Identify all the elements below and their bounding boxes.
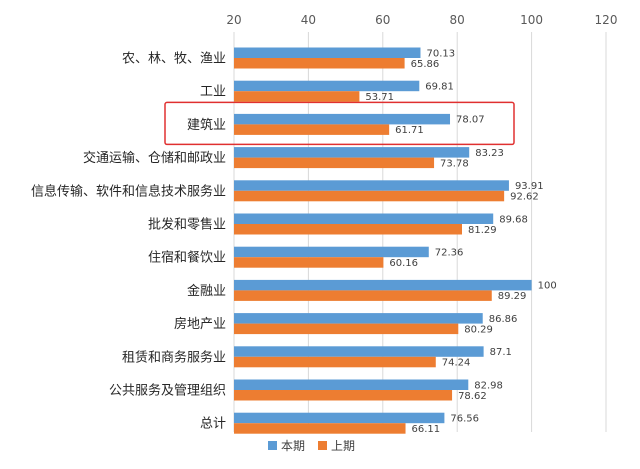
bar-previous [234,390,453,401]
data-label: 61.71 [395,125,424,136]
bar-current [234,213,494,224]
category-label: 总计 [200,417,226,432]
bar-previous [234,290,492,301]
data-label: 66.11 [412,424,441,435]
bar-current [234,113,451,125]
category-label: 信息传输、软件和信息技术服务业 [31,183,226,199]
bar-previous [234,323,459,335]
category-label: 农、林、牧、渔业 [122,52,226,67]
bar-previous [234,423,406,434]
data-label: 73.78 [440,158,469,169]
x-tick-label: 100 [520,13,543,27]
bar-current [234,246,429,258]
data-label: 92.62 [510,192,539,203]
bar-previous [234,224,462,235]
bar-current [234,346,484,357]
bar-previous [234,58,405,69]
data-label: 93.91 [515,181,544,192]
bar-current [234,313,483,324]
data-label: 100 [538,281,557,292]
highlight-box-layer [164,101,515,146]
bar-current [234,180,509,191]
x-tick-label: 60 [375,13,390,27]
bar-current [234,379,469,390]
data-label: 70.13 [426,48,455,59]
data-label: 65.86 [411,59,440,70]
data-label: 60.16 [389,258,418,269]
bars [234,47,532,434]
bar-previous [234,356,436,368]
x-tick-label: 120 [595,13,618,27]
highlight-box [164,101,515,146]
data-label: 86.86 [489,314,518,325]
bar-previous [234,190,505,202]
data-label: 74.24 [442,358,471,369]
bar-previous [234,157,435,169]
bar-current [234,412,445,424]
category-label: 交通运输、仓储和邮政业 [83,150,226,166]
category-label: 房地产业 [174,316,226,332]
x-tick-label: 20 [226,13,241,27]
bar-current [234,80,420,92]
legend: 本期 上期 [268,439,355,453]
x-axis-ticks: 20 40 60 80 100 120 [226,13,617,27]
data-label: 82.98 [474,380,503,391]
category-label: 住宿和餐饮业 [148,250,226,266]
data-label: 72.36 [435,247,464,258]
data-label: 53.71 [365,92,394,103]
data-label: 78.07 [456,115,485,126]
x-tick-label: 80 [450,13,465,27]
category-label: 租赁和商务服务业 [122,349,226,365]
bar-previous [234,124,390,135]
legend-swatch [268,441,277,450]
bar-current [234,47,421,58]
bar-current [234,279,532,291]
data-label: 78.62 [458,391,487,402]
data-label: 80.29 [464,324,493,335]
legend-swatch [318,441,327,450]
category-label: 公共服务及管理组织 [109,383,226,399]
data-label: 83.23 [475,148,504,159]
data-label: 76.56 [450,413,479,424]
data-label: 81.29 [468,225,497,236]
bar-previous [234,257,384,268]
legend-label: 上期 [331,439,355,453]
legend-label: 本期 [281,439,305,453]
bar-current [234,147,470,158]
data-label: 69.81 [425,81,454,92]
bar-previous [234,91,360,102]
category-label: 金融业 [187,283,226,299]
category-label: 建筑业 [187,117,226,133]
data-label: 89.68 [499,214,528,225]
x-tick-label: 40 [301,13,316,27]
data-label: 87.1 [490,347,512,358]
category-label: 批发和零售业 [148,217,226,233]
data-label: 89.29 [498,291,527,302]
category-label: 工业 [200,85,226,100]
